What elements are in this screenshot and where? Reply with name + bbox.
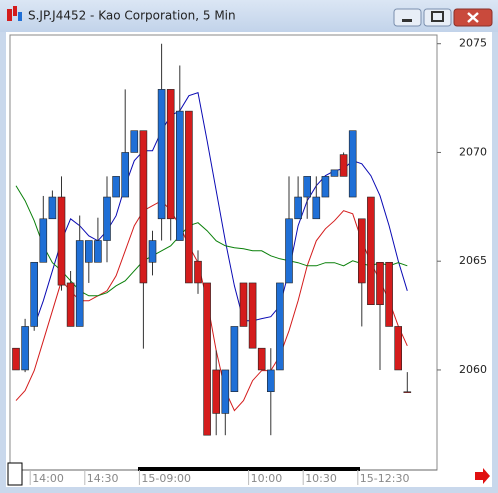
candle-body <box>130 130 139 153</box>
candle-body <box>185 110 193 284</box>
scroll-box[interactable] <box>7 462 23 486</box>
candle-body <box>357 218 366 284</box>
candle-body <box>339 154 348 177</box>
maximize-icon <box>431 11 444 22</box>
candle-body <box>276 282 284 371</box>
candle-body <box>85 240 93 263</box>
y-tick-label: 2065 <box>459 254 487 267</box>
minimize-button[interactable] <box>393 8 422 27</box>
candle-body <box>321 176 330 198</box>
candle-body <box>312 196 321 220</box>
y-tick-label: 2060 <box>459 363 487 376</box>
candle-body <box>75 240 84 327</box>
candle-body <box>30 261 39 327</box>
close-icon <box>467 12 479 23</box>
candle-body <box>21 326 29 371</box>
candle-body <box>376 261 384 306</box>
candle-body <box>294 196 302 220</box>
maximize-button[interactable] <box>423 8 452 27</box>
candle-body <box>12 347 20 371</box>
candle-body <box>230 326 239 393</box>
candle-body <box>94 240 102 263</box>
candle-body <box>403 391 412 394</box>
candle-body <box>385 261 393 327</box>
candle-body <box>303 176 312 198</box>
candle-body <box>394 326 403 371</box>
minimize-icon <box>402 19 412 22</box>
candle-body <box>285 218 293 284</box>
candle-body <box>166 89 175 220</box>
app-icon <box>7 6 22 21</box>
x-tick-label: 10:00 <box>251 472 283 485</box>
candle-body <box>330 169 339 177</box>
candle-body <box>57 196 66 286</box>
y-tick-label: 2070 <box>459 145 487 158</box>
candle-body <box>367 196 375 306</box>
candle-body <box>66 282 75 327</box>
candle-body <box>39 218 48 263</box>
plot: 2060 2065 2070 2075 14:00 14:30 15-09:00 10:00 1… <box>12 37 487 485</box>
candle-body <box>203 282 211 436</box>
window-title: S.JP.J4452 - Kao Corporation, 5 Min <box>28 9 236 23</box>
candle-body <box>348 130 357 198</box>
candle-body <box>103 196 111 241</box>
y-tick-label: 2075 <box>459 37 487 50</box>
candle-body <box>176 110 184 241</box>
candle-body <box>221 369 230 414</box>
x-tick-label: 15-09:00 <box>141 472 191 485</box>
candle-body <box>266 369 275 393</box>
candle-body <box>121 152 129 198</box>
x-tick-label: 10:30 <box>305 472 337 485</box>
candle-body <box>257 347 266 371</box>
candle-body <box>248 282 257 349</box>
candle-body <box>139 130 148 284</box>
candle-body <box>148 240 157 263</box>
candle-body <box>112 176 120 198</box>
candle-body <box>194 260 202 284</box>
candle-body <box>212 369 220 414</box>
x-tick-label: 14:30 <box>87 472 119 485</box>
candle-body <box>239 282 248 327</box>
x-tick-label: 15-12:30 <box>360 472 410 485</box>
candle-body <box>48 196 57 220</box>
scroll-right-arrow[interactable] <box>475 468 490 484</box>
candle-body <box>157 89 166 220</box>
scroll-thumb[interactable] <box>138 467 360 471</box>
x-tick-label: 14:00 <box>32 472 64 485</box>
